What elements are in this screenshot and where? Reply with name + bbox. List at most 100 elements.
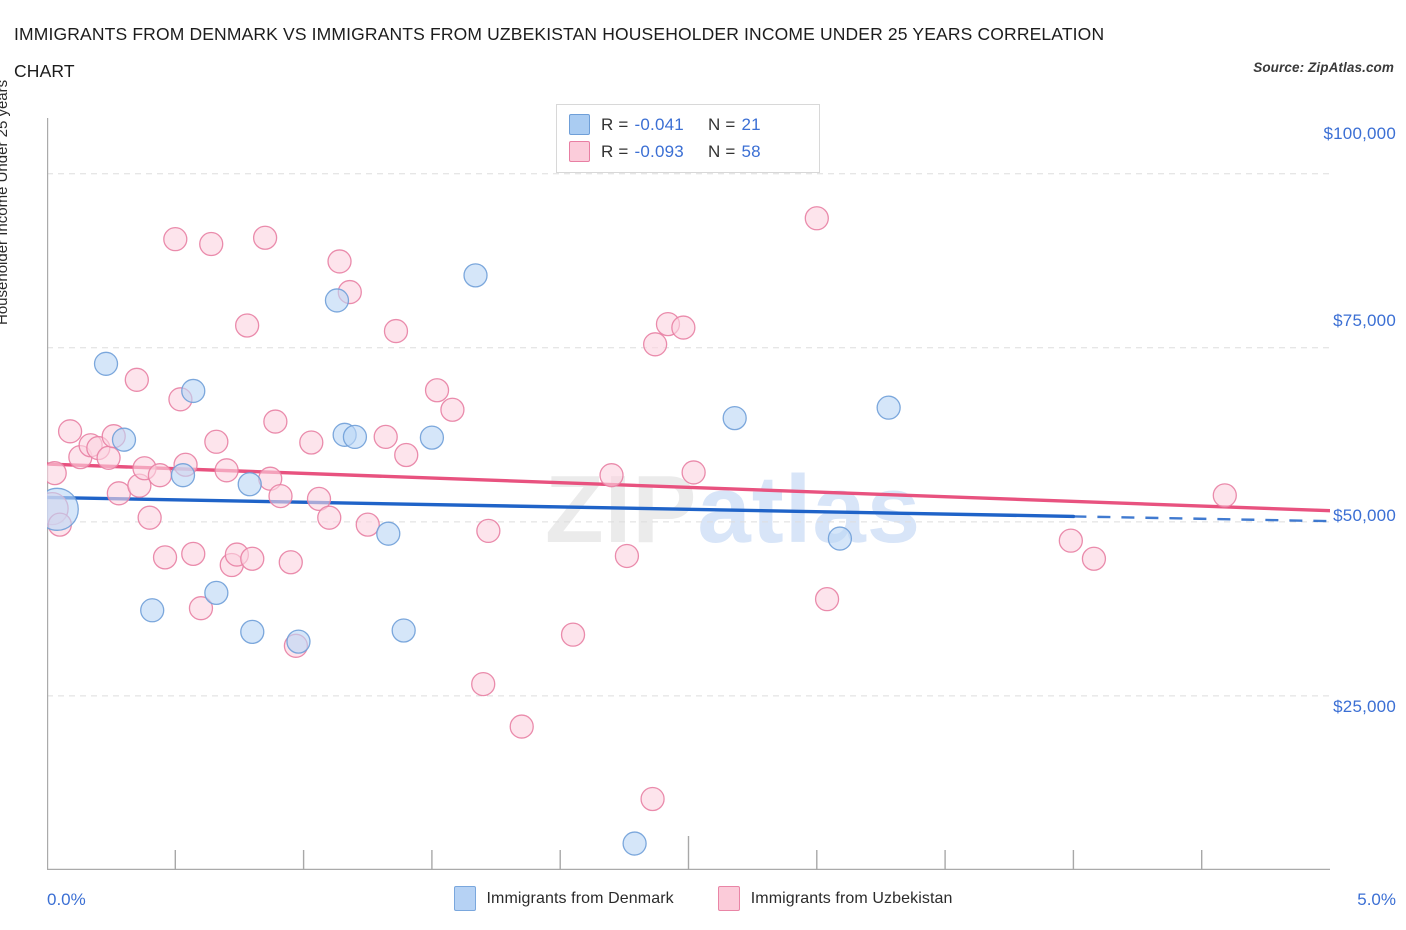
- uzbekistan-point[interactable]: [327, 249, 352, 274]
- denmark-point[interactable]: [722, 405, 747, 431]
- uzbekistan-point[interactable]: [1081, 546, 1107, 571]
- uzbekistan-point[interactable]: [268, 483, 293, 509]
- denmark-point[interactable]: [376, 521, 401, 546]
- uzbekistan-point[interactable]: [373, 424, 398, 450]
- uzbekistan-point[interactable]: [106, 481, 131, 506]
- uzbekistan-point[interactable]: [355, 512, 380, 537]
- denmark-r-label: R =: [601, 114, 629, 134]
- denmark-point[interactable]: [181, 378, 206, 404]
- y-axis-tick-25000: $25,000: [1333, 697, 1396, 716]
- uzbekistan-n-value: 58: [741, 141, 761, 161]
- uzbekistan-point[interactable]: [204, 429, 229, 454]
- uzbekistan-point[interactable]: [509, 714, 534, 739]
- uzbekistan-point[interactable]: [188, 596, 214, 621]
- denmark-points-group: [47, 263, 901, 856]
- denmark-point[interactable]: [237, 472, 262, 497]
- uzbekistan-point[interactable]: [199, 231, 224, 257]
- uzbekistan-point[interactable]: [278, 550, 303, 575]
- denmark-point[interactable]: [876, 395, 901, 420]
- x-axis-tick-min: 0.0%: [47, 890, 86, 909]
- y-axis-tick-100000: $100,000: [1323, 124, 1396, 143]
- trendline-denmark-dashed: [1073, 515, 1330, 523]
- trendline-denmark-solid: [47, 495, 1076, 519]
- uzbekistan-point[interactable]: [214, 458, 239, 483]
- uzbekistan-point[interactable]: [252, 225, 278, 250]
- denmark-point[interactable]: [93, 351, 119, 376]
- uzbekistan-point[interactable]: [234, 313, 260, 338]
- plot-area: [47, 118, 1330, 870]
- x-axis-tick-max: 5.0%: [1357, 890, 1396, 909]
- uzbekistan-point[interactable]: [57, 419, 83, 444]
- denmark-point[interactable]: [140, 598, 165, 623]
- uzbekistan-point[interactable]: [424, 378, 450, 403]
- uzbekistan-point[interactable]: [394, 442, 419, 468]
- stats-row-denmark: R = -0.041 N = 21: [569, 111, 807, 138]
- uzbekistan-point[interactable]: [240, 546, 265, 571]
- denmark-point[interactable]: [463, 263, 488, 288]
- uzbekistan-point[interactable]: [1212, 483, 1237, 508]
- uzbekistan-point[interactable]: [440, 397, 465, 422]
- uzbekistan-point[interactable]: [47, 460, 67, 486]
- series-legend: Immigrants from Denmark Immigrants from …: [0, 886, 1406, 911]
- uzbekistan-point[interactable]: [560, 622, 586, 647]
- uzbekistan-point[interactable]: [181, 541, 206, 567]
- denmark-point[interactable]: [419, 425, 445, 450]
- page-title: IMMIGRANTS FROM DENMARK VS IMMIGRANTS FR…: [14, 24, 1105, 81]
- denmark-point[interactable]: [204, 580, 229, 606]
- uzbekistan-point[interactable]: [804, 206, 829, 231]
- uzbekistan-point[interactable]: [147, 463, 173, 488]
- uzbekistan-n-label: N =: [707, 141, 736, 161]
- legend-swatch-denmark: [453, 886, 476, 911]
- uzbekistan-point[interactable]: [614, 543, 640, 569]
- uzbekistan-point[interactable]: [642, 332, 668, 357]
- uzbekistan-point[interactable]: [96, 445, 121, 470]
- legend-item-denmark[interactable]: Immigrants from Denmark: [453, 886, 674, 911]
- uzbekistan-point[interactable]: [599, 463, 624, 488]
- uzbekistan-point[interactable]: [671, 315, 696, 340]
- y-axis-title: Householder Income Under 25 years: [0, 79, 11, 325]
- uzbekistan-point[interactable]: [814, 586, 840, 612]
- uzbekistan-point[interactable]: [471, 671, 496, 697]
- denmark-point[interactable]: [111, 427, 137, 452]
- scatter-plot-svg: [47, 118, 1330, 870]
- y-axis-tick-75000: $75,000: [1333, 311, 1396, 330]
- trendline-denmark-group: [47, 495, 1330, 523]
- uzbekistan-point[interactable]: [152, 545, 178, 570]
- denmark-r-value: -0.041: [634, 114, 684, 134]
- denmark-point[interactable]: [391, 618, 416, 643]
- denmark-point[interactable]: [240, 619, 265, 645]
- uzbekistan-point[interactable]: [1058, 528, 1083, 553]
- uzbekistan-point[interactable]: [163, 227, 188, 252]
- uzbekistan-point[interactable]: [137, 505, 162, 530]
- uzbekistan-point[interactable]: [263, 409, 288, 434]
- denmark-point[interactable]: [170, 463, 196, 488]
- source-attribution: Source: ZipAtlas.com: [1253, 60, 1394, 75]
- denmark-point[interactable]: [622, 831, 647, 856]
- uzbekistan-points-group: [47, 206, 1237, 812]
- uzbekistan-point[interactable]: [299, 430, 324, 455]
- uzbekistan-point[interactable]: [476, 518, 501, 544]
- denmark-n-value: 21: [741, 114, 761, 134]
- denmark-point[interactable]: [286, 629, 311, 654]
- denmark-point[interactable]: [827, 526, 853, 551]
- uzbekistan-point[interactable]: [317, 505, 342, 530]
- legend-label-uzbekistan: Immigrants from Uzbekistan: [750, 889, 953, 907]
- legend-item-uzbekistan[interactable]: Immigrants from Uzbekistan: [717, 886, 953, 911]
- uzbekistan-point[interactable]: [681, 460, 706, 485]
- uzbekistan-point[interactable]: [383, 318, 409, 344]
- uzbekistan-r-value: -0.093: [634, 141, 684, 161]
- denmark-n-label: N =: [707, 114, 736, 134]
- legend-swatch-uzbekistan: [717, 886, 740, 911]
- uzbekistan-point[interactable]: [640, 786, 665, 812]
- uzbekistan-point[interactable]: [306, 486, 332, 512]
- uzbekistan-point[interactable]: [124, 367, 149, 392]
- denmark-point[interactable]: [342, 424, 368, 450]
- denmark-color-swatch: [569, 114, 590, 135]
- uzbekistan-r-label: R =: [601, 141, 629, 161]
- legend-label-denmark: Immigrants from Denmark: [486, 889, 674, 907]
- denmark-point[interactable]: [47, 487, 79, 531]
- y-axis-tick-50000: $50,000: [1333, 506, 1396, 525]
- denmark-point[interactable]: [324, 288, 350, 313]
- uzbekistan-color-swatch: [569, 141, 590, 162]
